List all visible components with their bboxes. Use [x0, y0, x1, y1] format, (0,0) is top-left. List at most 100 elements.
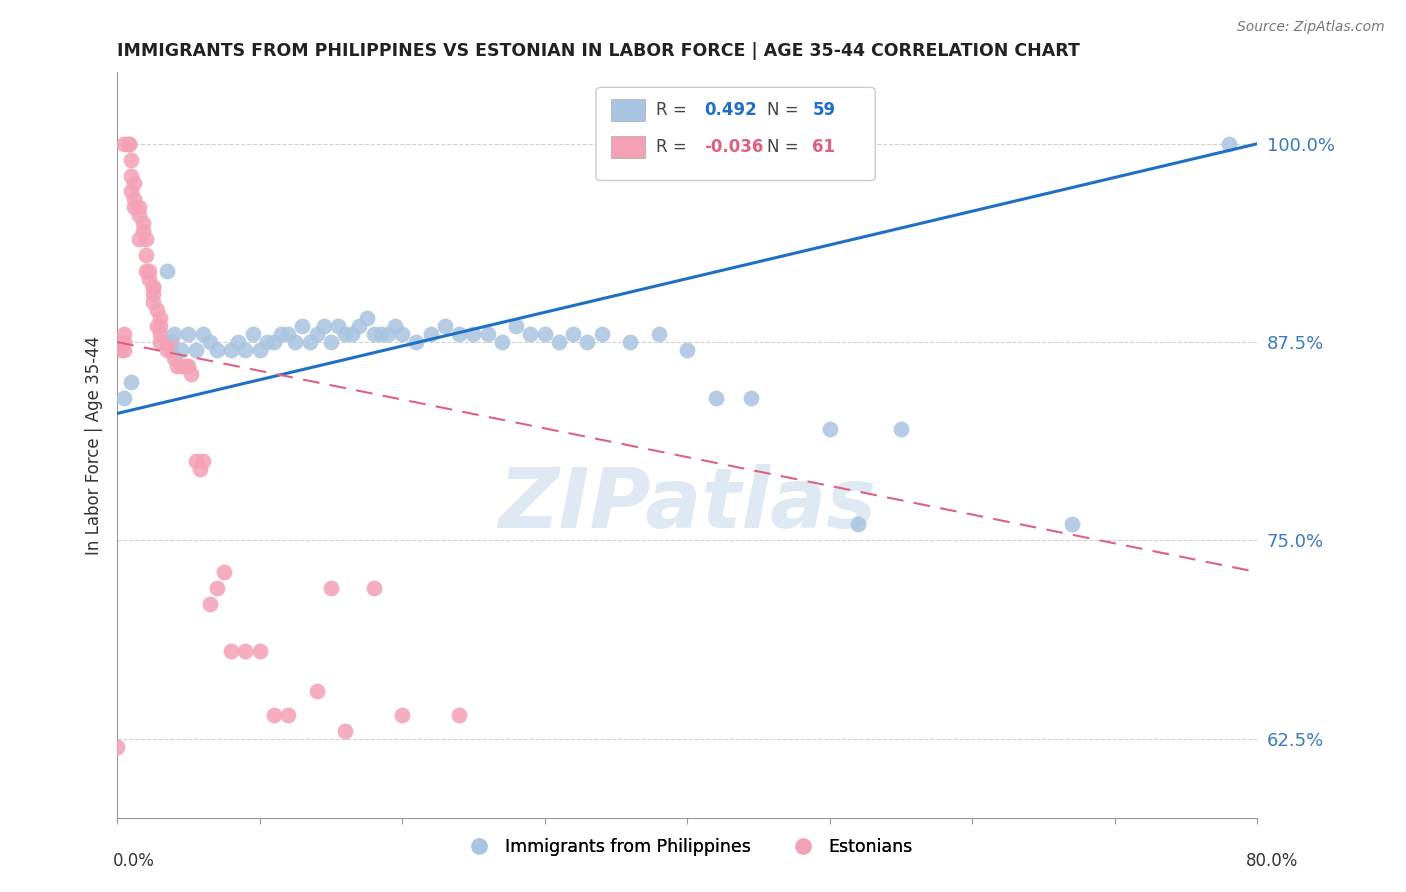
Point: [205, 343, 228, 357]
Point: [180, 367, 202, 381]
Point: [132, 216, 155, 230]
Point: [277, 707, 299, 722]
Point: [112, 136, 135, 151]
Point: [319, 334, 342, 349]
Point: [242, 327, 264, 342]
Point: [156, 334, 179, 349]
Point: [333, 723, 356, 738]
Point: [505, 319, 527, 334]
Point: [191, 327, 214, 342]
Point: [226, 334, 249, 349]
Point: [219, 644, 242, 658]
Text: IMMIGRANTS FROM PHILIPPINES VS ESTONIAN IN LABOR FORCE | AGE 35-44 CORRELATION C: IMMIGRANTS FROM PHILIPPINES VS ESTONIAN …: [117, 42, 1080, 60]
Point: [128, 200, 150, 214]
Point: [191, 454, 214, 468]
Point: [619, 334, 641, 349]
Point: [135, 232, 157, 246]
Point: [284, 334, 307, 349]
Point: [356, 311, 378, 326]
Point: [377, 327, 399, 342]
Point: [149, 311, 172, 326]
Point: [219, 343, 242, 357]
Legend: Immigrants from Philippines, Estonians: Immigrants from Philippines, Estonians: [454, 831, 920, 863]
Point: [391, 327, 413, 342]
Point: [142, 279, 165, 293]
Point: [128, 208, 150, 222]
Point: [149, 334, 172, 349]
Text: N =: N =: [766, 138, 804, 156]
Point: [135, 248, 157, 262]
Point: [349, 319, 371, 334]
Point: [160, 334, 183, 349]
Point: [120, 185, 142, 199]
Text: R =: R =: [657, 101, 692, 119]
Point: [160, 343, 183, 357]
Point: [120, 153, 142, 167]
Point: [120, 375, 142, 389]
Point: [1060, 517, 1083, 532]
Point: [235, 644, 257, 658]
FancyBboxPatch shape: [610, 98, 645, 121]
Text: 0.492: 0.492: [704, 101, 756, 119]
Point: [449, 327, 471, 342]
Point: [249, 644, 271, 658]
Point: [112, 343, 135, 357]
Point: [146, 303, 169, 318]
Point: [174, 359, 197, 373]
Point: [138, 271, 160, 285]
Point: [112, 327, 135, 342]
Point: [270, 327, 292, 342]
Y-axis label: In Labor Force | Age 35-44: In Labor Force | Age 35-44: [86, 335, 103, 555]
Point: [890, 422, 912, 436]
Point: [291, 319, 314, 334]
Point: [256, 334, 278, 349]
Text: Source: ZipAtlas.com: Source: ZipAtlas.com: [1237, 20, 1385, 34]
Point: [519, 327, 541, 342]
Point: [138, 263, 160, 277]
Point: [305, 684, 328, 698]
Point: [184, 454, 207, 468]
Point: [405, 334, 427, 349]
Point: [342, 327, 364, 342]
Point: [1218, 136, 1240, 151]
Point: [370, 327, 392, 342]
Point: [166, 359, 188, 373]
Point: [120, 169, 142, 183]
Point: [477, 327, 499, 342]
Text: -0.036: -0.036: [704, 138, 763, 156]
Point: [419, 327, 441, 342]
Point: [124, 192, 146, 206]
Text: 0.0%: 0.0%: [112, 852, 155, 870]
Point: [676, 343, 699, 357]
Point: [846, 517, 869, 532]
Point: [263, 334, 285, 349]
Point: [177, 359, 200, 373]
Point: [249, 343, 271, 357]
Point: [142, 287, 165, 301]
Point: [647, 327, 669, 342]
Point: [177, 327, 200, 342]
FancyBboxPatch shape: [596, 87, 875, 180]
Point: [163, 327, 186, 342]
Point: [170, 359, 193, 373]
Point: [124, 200, 146, 214]
Point: [105, 739, 128, 754]
Point: [112, 391, 135, 405]
Text: ZIPatlas: ZIPatlas: [498, 465, 876, 545]
Point: [170, 343, 193, 357]
Point: [312, 319, 335, 334]
Point: [156, 263, 179, 277]
Point: [128, 232, 150, 246]
Point: [112, 334, 135, 349]
Point: [740, 391, 762, 405]
Point: [533, 327, 555, 342]
Point: [547, 334, 569, 349]
Point: [384, 319, 406, 334]
Point: [149, 319, 172, 334]
Point: [117, 136, 139, 151]
Point: [142, 295, 165, 310]
Point: [463, 327, 485, 342]
Point: [491, 334, 513, 349]
Point: [818, 422, 841, 436]
Point: [146, 319, 169, 334]
